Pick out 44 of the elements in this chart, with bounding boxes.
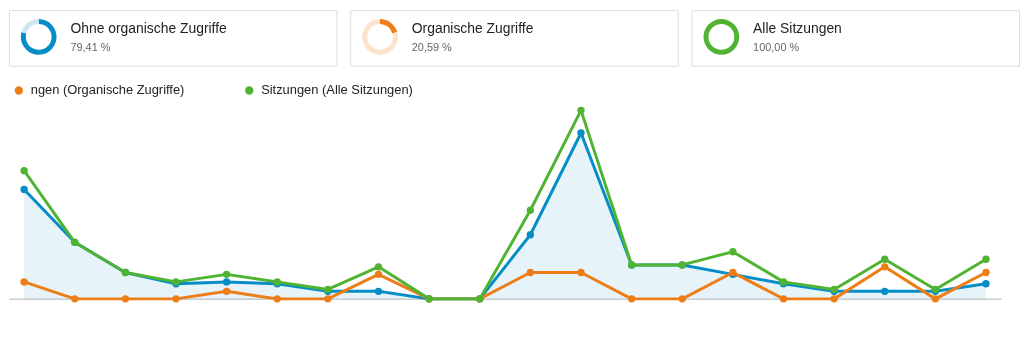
donut-slice [21,19,39,34]
point [20,278,28,286]
point [222,287,231,295]
data-label: 100,00 % [753,40,800,53]
point [71,295,79,303]
point [779,295,788,303]
point [881,287,889,295]
legend-label: ngen (Organische Zugriffe) [30,82,185,98]
point [627,295,636,303]
point [577,129,585,137]
point [982,268,990,277]
data-label: 20,59 % [411,40,453,53]
point [526,268,535,277]
point [526,231,535,239]
point [881,255,889,263]
point [830,295,838,303]
point [982,255,990,263]
donut-slice [362,19,398,55]
point [881,263,889,271]
donut-slice [20,19,57,55]
point [577,268,585,277]
point [273,295,281,303]
point [324,295,332,303]
point [729,248,737,256]
point [374,270,383,279]
point [374,287,383,295]
point [374,263,383,271]
data-label: 79,41 % [70,40,111,53]
point [526,206,535,214]
point [931,295,940,303]
point [222,278,231,286]
text: Ohne organische Zugriffe [70,19,228,36]
point [982,280,990,288]
point [678,295,686,303]
point [577,106,585,115]
chart-title: Alle Sitzungen [753,19,842,36]
legend-label: Sitzungen (Alle Sitzungen) [261,82,413,98]
point [121,295,130,303]
point [20,185,28,194]
point [20,167,28,175]
chart-title: Organische Zugriffe [411,19,534,36]
point [172,295,180,303]
donut-slice [380,19,398,34]
point [222,270,231,279]
